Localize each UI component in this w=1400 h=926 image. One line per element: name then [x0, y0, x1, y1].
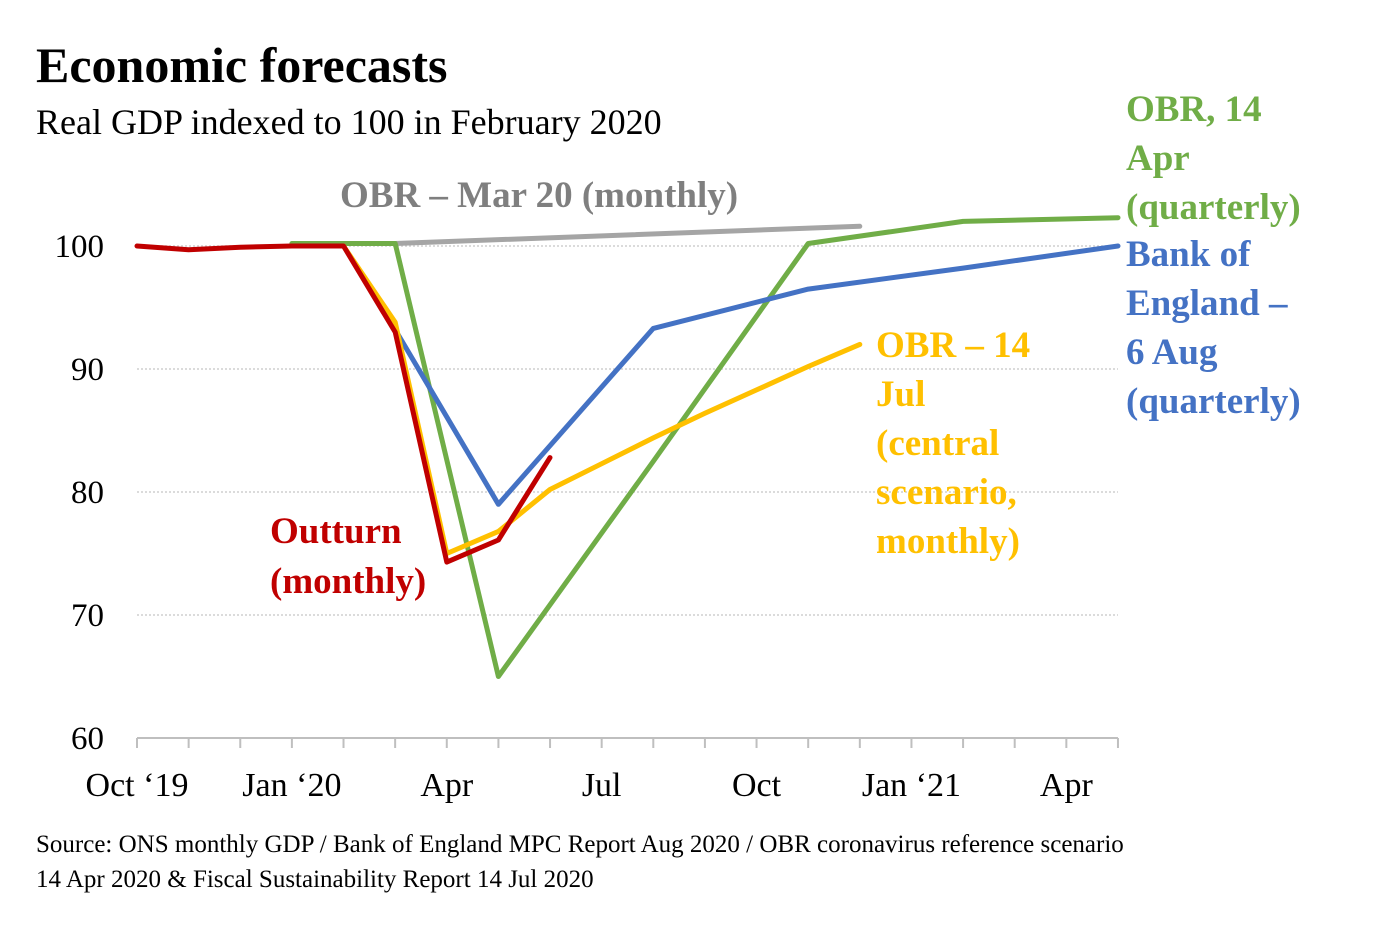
x-tick-label: Jan ‘20 [242, 767, 341, 804]
y-tick-label: 90 [71, 352, 104, 388]
x-tick-label: Jul [582, 767, 622, 804]
x-tick-label: Oct [732, 767, 782, 804]
series-label-line: Outturn [270, 511, 402, 552]
y-tick-label: 100 [55, 229, 105, 265]
series-label-line: monthly) [876, 521, 1020, 562]
series-line [392, 223, 863, 246]
series-label-line: Jul [876, 374, 925, 415]
series-label: OBR – 14 Jul (central scenario, monthly) [876, 325, 1030, 562]
series-label-line: England – [1126, 283, 1288, 324]
series-label-line: OBR – 14 [876, 325, 1030, 366]
series-label-line: (quarterly) [1126, 187, 1301, 228]
series-label-line: OBR, 14 [1126, 89, 1262, 130]
series-label: Bank of England – 6 Aug (quarterly) [1126, 234, 1301, 422]
y-tick-label: 60 [71, 721, 104, 757]
series-label-line: Apr [1126, 138, 1190, 179]
x-tick-label: Apr [420, 767, 474, 804]
source-line-1: Source: ONS monthly GDP / Bank of Englan… [36, 831, 1124, 858]
series-line [289, 243, 863, 556]
series-label: Outturn (monthly) [270, 511, 426, 602]
chart-subtitle: Real GDP indexed to 100 in February 2020 [36, 102, 662, 142]
series-label-line: (central [876, 423, 999, 464]
series-label-line: (monthly) [270, 561, 426, 602]
series-labels: OBR – Mar 20 (monthly) OBR, 14 Apr (quarter… [270, 89, 1301, 602]
series-line [289, 215, 1121, 679]
series-label-line: OBR – Mar 20 (monthly) [340, 175, 738, 216]
series-label: OBR – Mar 20 (monthly) [340, 175, 738, 216]
source-line-2: 14 Apr 2020 & Fiscal Sustainability Repo… [36, 866, 594, 893]
axes: 60 70 80 90 100 Oct ‘19 Jan ‘20 Apr Jul Oct Jan ‘2… [55, 229, 1119, 804]
chart-title: Economic forecasts [36, 37, 447, 93]
series-label-line: Bank of [1126, 234, 1251, 275]
gridlines [137, 245, 1118, 616]
series-label-line: 6 Aug [1126, 332, 1218, 373]
series-line [134, 243, 553, 565]
y-tick-label: 70 [71, 598, 104, 634]
x-tick-label: Apr [1040, 767, 1094, 804]
series-label: OBR, 14 Apr (quarterly) [1126, 89, 1301, 228]
series-line [392, 243, 1121, 507]
x-tick-label: Oct ‘19 [86, 767, 189, 804]
series-label-line: (quarterly) [1126, 381, 1301, 422]
series-label-line: scenario, [876, 472, 1017, 513]
series-lines [134, 215, 1121, 679]
y-tick-label: 80 [71, 475, 104, 511]
x-tick-label: Jan ‘21 [862, 767, 961, 804]
